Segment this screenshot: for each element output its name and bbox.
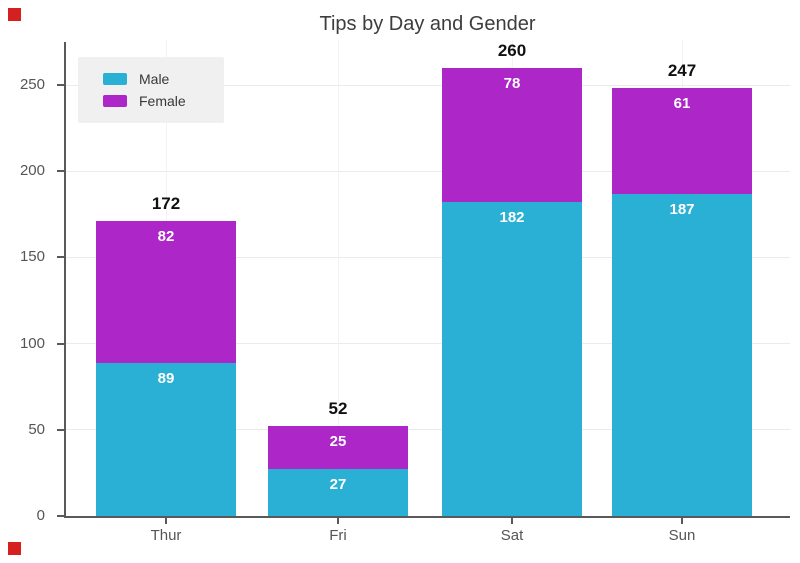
red-corner-marker-bottom-left [8, 542, 21, 555]
bar-total-label-sat: 260 [497, 40, 527, 60]
chart-title: Tips by Day and Gender [319, 13, 536, 35]
bar-total-label-sun: 247 [667, 61, 697, 81]
bar-total-label-fri: 52 [328, 399, 348, 419]
gridline-y-100 [65, 343, 790, 345]
legend-swatch-male-icon [103, 73, 127, 85]
bar-segment-male-sat [442, 202, 582, 516]
y-axis-tick-50 [57, 428, 64, 431]
y-axis-tick-label: 200 [19, 162, 45, 180]
bar-total-label-thur: 172 [151, 194, 181, 214]
y-axis-tick-label: 50 [28, 420, 45, 438]
bar-value-label-female-sat: 78 [503, 74, 521, 92]
bar-segment-male-thur [96, 362, 236, 516]
bar-value-label-male-sat: 182 [499, 209, 525, 227]
bar-segment-female-sun [612, 88, 752, 194]
gridline-y-50 [65, 429, 790, 431]
x-axis-tick-fri [337, 518, 339, 524]
gridline-y-250 [65, 84, 790, 86]
y-axis-tick-150 [57, 256, 64, 259]
legend-swatch-female-icon [103, 95, 127, 107]
x-axis-tick-sun [681, 518, 683, 524]
bar-value-label-female-thur: 82 [157, 228, 175, 246]
bar-value-label-male-thur: 89 [157, 369, 175, 387]
y-axis-tick-250 [57, 84, 64, 86]
gridline-y-200 [65, 170, 790, 172]
y-axis-line [64, 42, 66, 518]
y-axis-tick-label: 150 [19, 248, 45, 266]
bar-segment-male-fri [268, 469, 408, 516]
bar-value-label-male-sun: 187 [669, 200, 695, 218]
bar-segment-female-fri [268, 426, 408, 470]
y-axis-tick-0 [57, 515, 64, 517]
legend-item-male[interactable]: Male [78, 68, 224, 90]
legend-label-male: Male [139, 71, 170, 87]
y-axis-tick-200 [57, 170, 64, 173]
bar-value-label-female-fri: 25 [329, 433, 347, 451]
x-axis-tick-sat [511, 518, 513, 524]
x-axis-line [64, 516, 790, 518]
bar-value-label-female-sun: 61 [673, 95, 691, 113]
y-axis-tick-label: 100 [19, 334, 45, 352]
x-axis-tick-thur [165, 518, 167, 524]
x-axis-tick-label-sat: Sat [500, 527, 524, 544]
y-axis-tick-100 [57, 342, 64, 345]
red-corner-marker-top-left [8, 8, 21, 21]
x-axis-tick-label-fri: Fri [329, 527, 347, 544]
bar-segment-female-sat [442, 67, 582, 203]
bar-segment-male-sun [612, 193, 752, 516]
x-axis-tick-label-sun: Sun [668, 527, 696, 544]
y-axis-tick-label: 250 [19, 76, 45, 93]
legend-label-female: Female [139, 93, 186, 109]
gridline-y-150 [65, 256, 790, 258]
bar-segment-female-thur [96, 221, 236, 363]
gridline-x-fri [337, 40, 339, 516]
bar-value-label-male-fri: 27 [329, 476, 347, 494]
legend: Male Female [78, 57, 224, 123]
x-axis-tick-label-thur: Thur [150, 527, 182, 544]
y-axis-tick-label: 0 [36, 507, 45, 524]
legend-item-female[interactable]: Female [78, 90, 224, 112]
